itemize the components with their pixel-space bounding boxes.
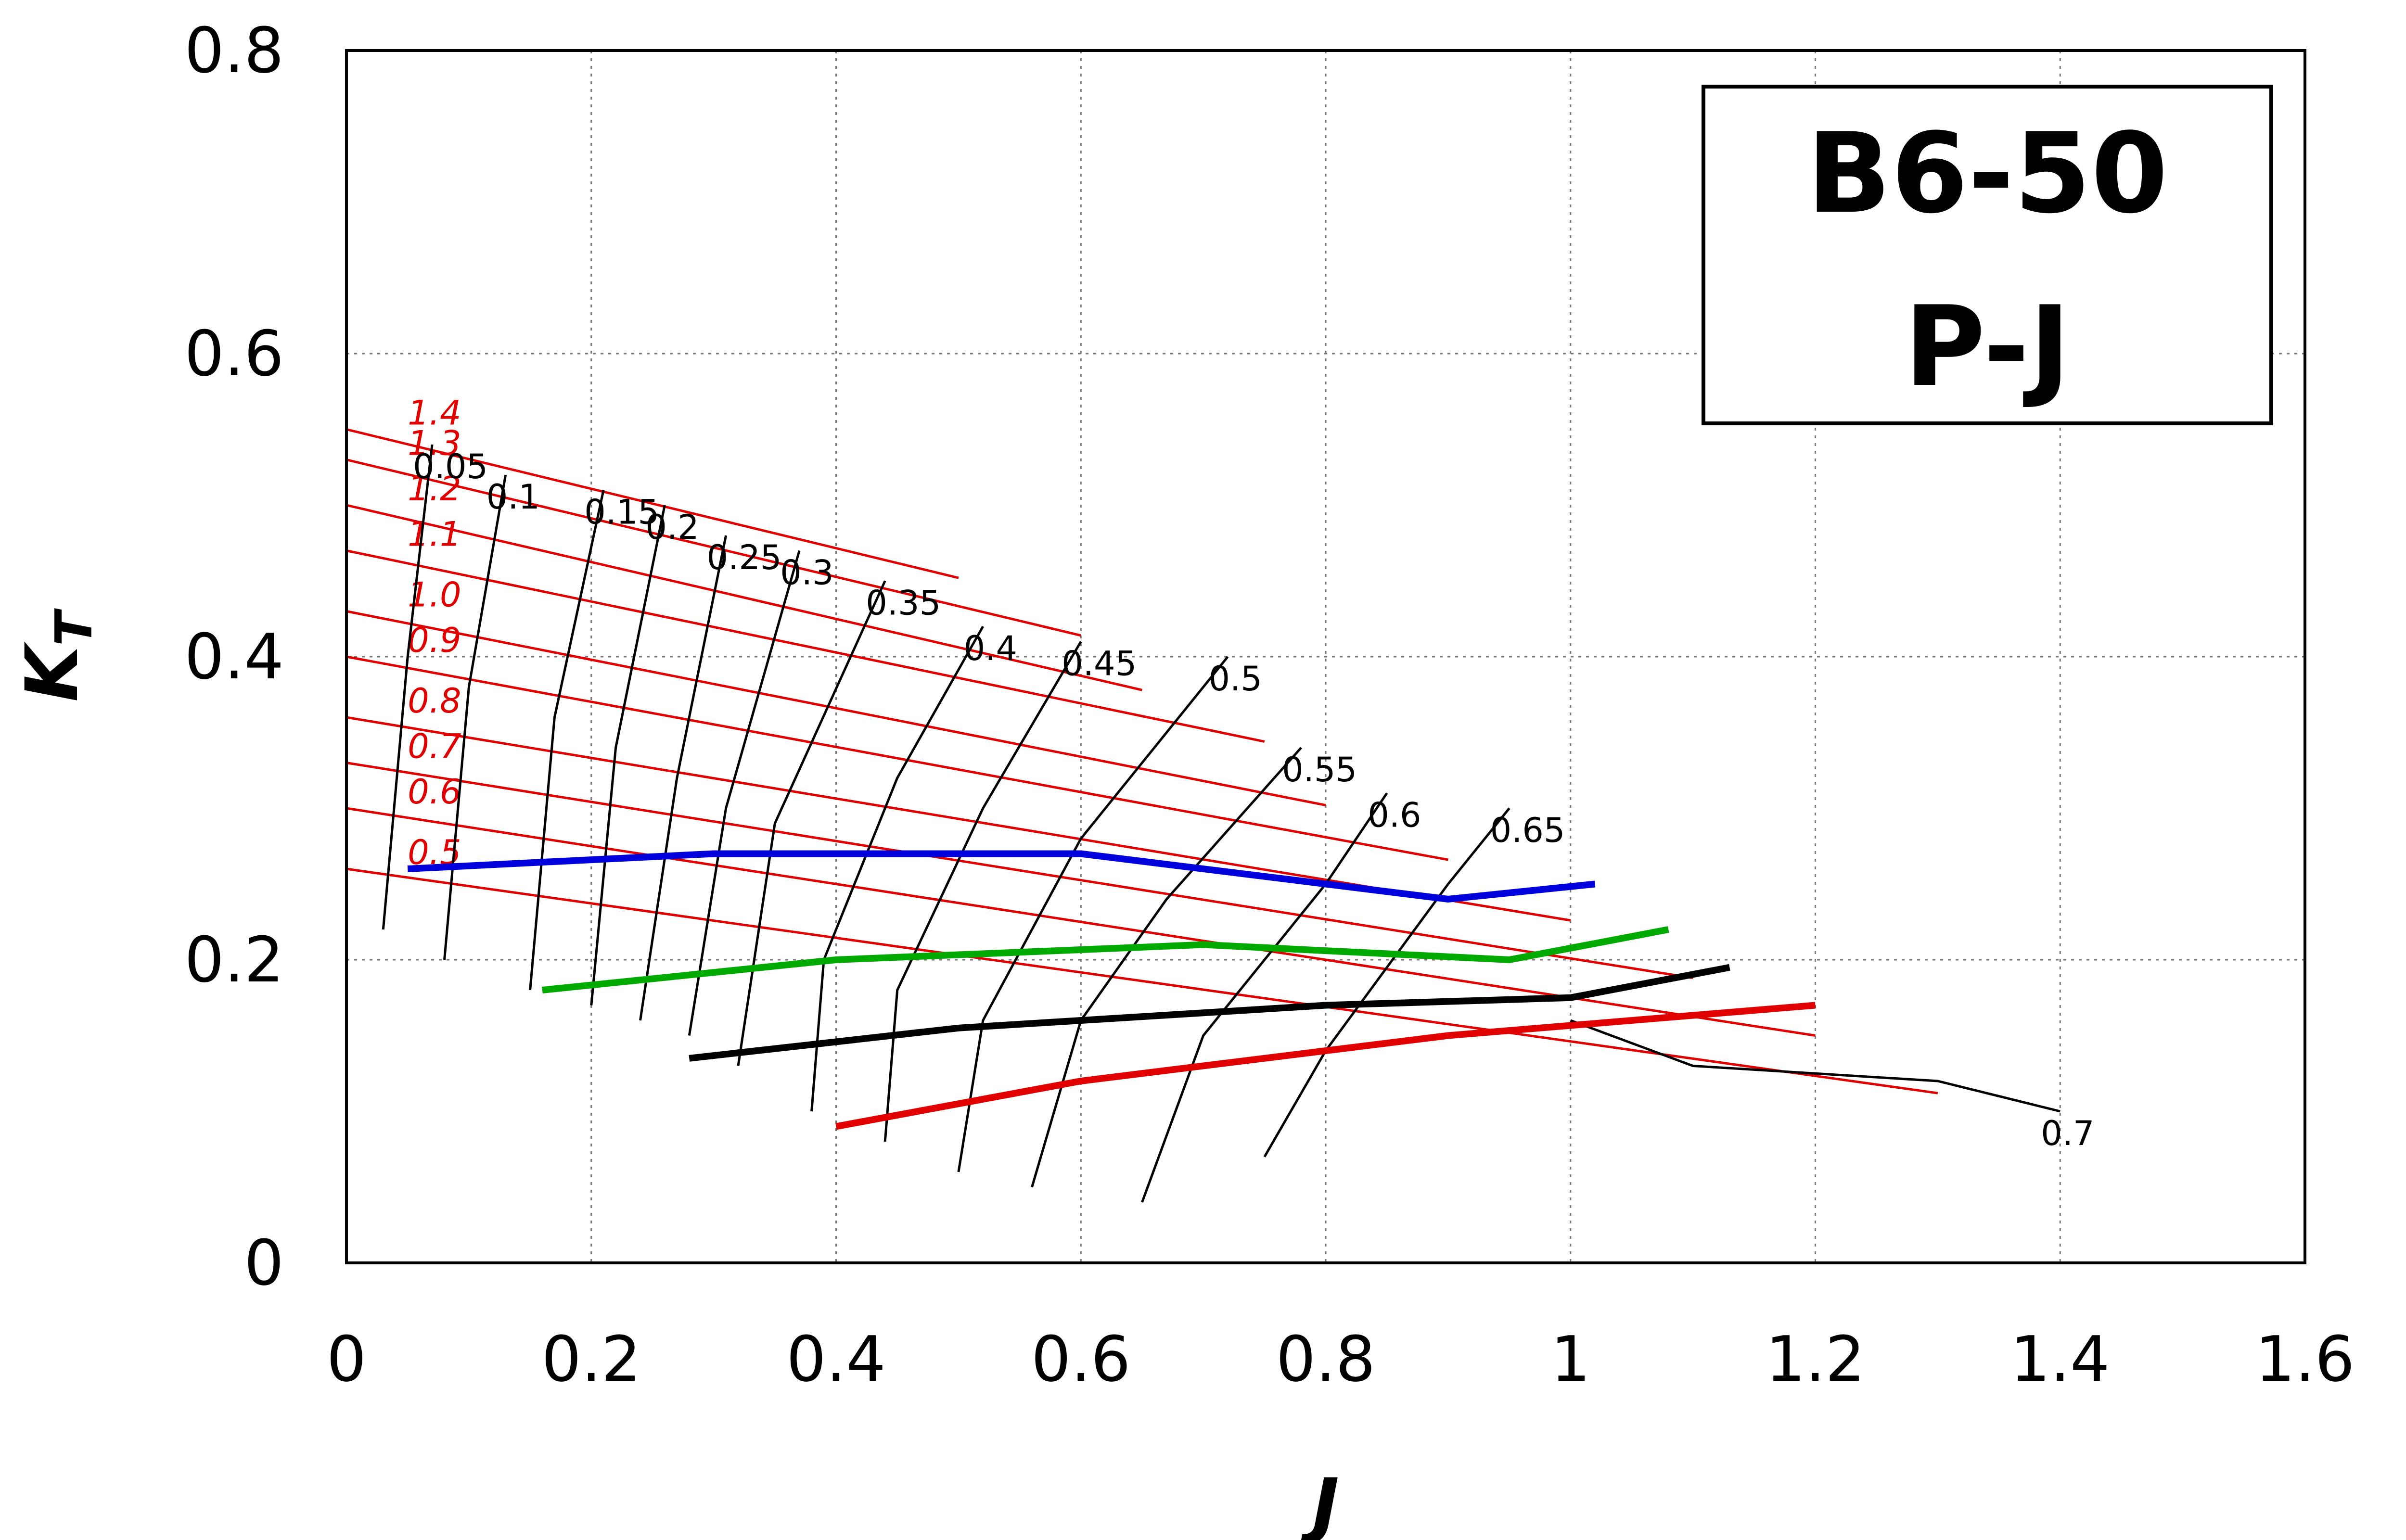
x-tick-label: 0.6 <box>1031 1323 1131 1396</box>
efficiency-line <box>737 580 886 1066</box>
efficiency-label: 0.1 <box>486 477 540 517</box>
x-tick-label: 1.2 <box>1766 1323 1865 1396</box>
y-tick-label: 0.2 <box>184 923 284 996</box>
optimum-curve-green <box>542 926 1669 993</box>
efficiency-label: 0.05 <box>413 447 488 486</box>
pitch-line <box>346 610 1326 807</box>
pitch-label: 1.3 <box>408 424 461 463</box>
efficiency-line <box>810 625 984 1112</box>
legend-box: B6-50 P-J <box>1702 85 2273 425</box>
pitch-line <box>346 655 1448 861</box>
ticks: 0 0.2 0.4 0.6 0.8 1 1.2 1.4 1.6 0 0.2 0.4 0.6 0.8 <box>184 14 2355 1396</box>
y-axis-title-main: K <box>11 641 94 702</box>
efficiency-label: 0.5 <box>1209 659 1262 699</box>
efficiency-line <box>1570 1019 2060 1113</box>
pitch-label: 1.4 <box>408 394 461 433</box>
efficiency-label: 0.55 <box>1282 750 1357 789</box>
efficiency-line <box>957 656 1229 1172</box>
x-tick-label: 0 <box>327 1323 367 1396</box>
x-tick-label: 1.4 <box>2010 1323 2110 1396</box>
optimum-curve-red <box>835 1002 1816 1130</box>
pitch-label: 1.1 <box>408 515 461 554</box>
efficiency-label: 0.2 <box>645 508 699 547</box>
y-axis-title: KT <box>11 608 103 702</box>
optimum-curve-blue <box>407 850 1596 903</box>
efficiency-label: 0.35 <box>866 584 941 623</box>
series: 1.41.31.21.11.00.90.80.70.60.50.050.1 0.1… <box>346 394 2095 1203</box>
efficiency-line <box>1141 792 1388 1203</box>
x-axis-title: J <box>1300 1464 1339 1540</box>
y-tick-label: 0.6 <box>184 317 284 390</box>
legend-box-line2: P-J <box>1904 283 2071 411</box>
x-tick-label: 1 <box>1550 1323 1590 1396</box>
pitch-label: 0.8 <box>408 681 461 721</box>
y-tick-label: 0.8 <box>184 14 284 87</box>
pitch-label: 0.9 <box>408 621 461 660</box>
pitch-line <box>346 504 1142 691</box>
legend-box-line1: B6-50 <box>1807 110 2168 238</box>
efficiency-label: 0.6 <box>1368 796 1421 835</box>
pitch-line <box>346 867 1938 1095</box>
efficiency-line <box>1263 807 1510 1158</box>
efficiency-line <box>382 444 434 930</box>
y-tick-label: 0 <box>244 1226 284 1299</box>
pitch-line <box>346 762 1693 980</box>
efficiency-line <box>590 505 666 1005</box>
efficiency-label: 0.25 <box>707 538 782 577</box>
efficiency-label: 0.15 <box>584 493 659 532</box>
pitch-line <box>346 549 1265 743</box>
efficiency-line <box>688 550 801 1036</box>
x-tick-label: 0.2 <box>541 1323 641 1396</box>
pitch-line <box>346 458 1081 637</box>
plot-frame <box>345 49 2306 1264</box>
efficiency-line <box>883 641 1082 1142</box>
efficiency-line <box>1031 747 1302 1188</box>
x-tick-label: 0.4 <box>786 1323 886 1396</box>
optimum-curve-black <box>689 964 1730 1062</box>
y-tick-label: 0.4 <box>184 620 284 693</box>
pitch-label: 1.2 <box>408 469 461 509</box>
efficiency-label: 0.4 <box>964 629 1017 668</box>
x-tick-label: 1.6 <box>2255 1323 2355 1396</box>
y-axis-title-subscript: T <box>45 608 103 646</box>
legend-box-frame <box>1702 85 2273 425</box>
efficiency-line <box>529 489 605 991</box>
pitch-line <box>346 807 1816 1037</box>
pitch-label: 0.6 <box>408 772 461 812</box>
pitch-line <box>346 428 959 579</box>
x-tick-label: 0.8 <box>1276 1323 1376 1396</box>
efficiency-label: 0.45 <box>1062 644 1137 684</box>
efficiency-label: 0.3 <box>780 553 833 593</box>
efficiency-label: 0.7 <box>2041 1114 2094 1153</box>
pitch-label: 0.7 <box>408 727 461 766</box>
efficiency-line <box>639 535 728 1021</box>
efficiency-label: 0.65 <box>1490 811 1565 850</box>
